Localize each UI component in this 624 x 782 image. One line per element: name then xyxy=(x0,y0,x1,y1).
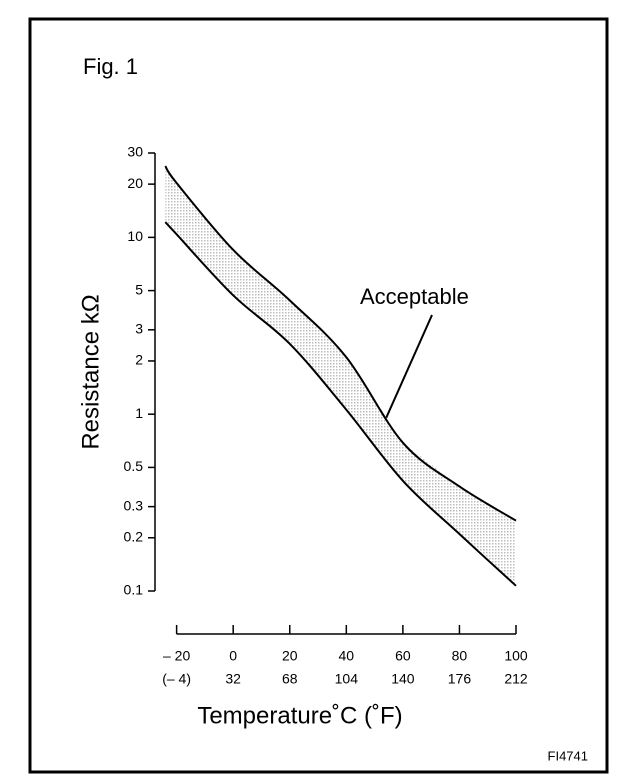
x-tick-label: 60 xyxy=(395,648,411,664)
x-tick-label: 20 xyxy=(282,648,298,664)
y-axis-label: Resistance kΩ xyxy=(77,294,104,449)
x-tick-label-f: 104 xyxy=(335,671,359,687)
chart-title: Fig. 1 xyxy=(83,54,138,79)
y-tick-label: 20 xyxy=(127,175,143,191)
x-tick-label-f: 140 xyxy=(391,671,415,687)
y-tick-label: 2 xyxy=(135,352,143,368)
y-tick-label: 0.1 xyxy=(124,582,144,598)
y-tick-label: 0.3 xyxy=(124,497,144,513)
x-tick-label-f: 212 xyxy=(504,671,528,687)
figure-code: FI4741 xyxy=(548,748,588,763)
x-tick-label-f: 176 xyxy=(448,671,472,687)
acceptable-band xyxy=(165,166,516,586)
y-tick-label: 3 xyxy=(135,321,143,337)
curve xyxy=(164,165,517,522)
x-tick-label-f: 32 xyxy=(225,671,241,687)
x-tick-label-f: (– 4) xyxy=(162,671,191,687)
frame xyxy=(28,17,609,774)
x-tick-label-f: 68 xyxy=(282,671,298,687)
y-tick-label: 0.5 xyxy=(124,458,144,474)
x-tick-label: – 20 xyxy=(163,648,190,664)
y-tick-label: 10 xyxy=(127,228,143,244)
x-tick-label: 80 xyxy=(452,648,468,664)
y-tick-label: 30 xyxy=(127,144,143,160)
annotation: Acceptable xyxy=(360,284,469,309)
x-tick-label: 0 xyxy=(229,648,237,664)
y-tick-label: 5 xyxy=(135,281,143,297)
annotation-leader xyxy=(382,314,433,426)
y-tick-label: 0.2 xyxy=(124,528,144,544)
x-tick-label: 40 xyxy=(339,648,355,664)
x-axis-label: Temperature˚C (˚F) xyxy=(197,702,402,729)
x-tick-label: 100 xyxy=(504,648,528,664)
y-tick-label: 1 xyxy=(135,405,143,421)
curve xyxy=(164,221,517,587)
